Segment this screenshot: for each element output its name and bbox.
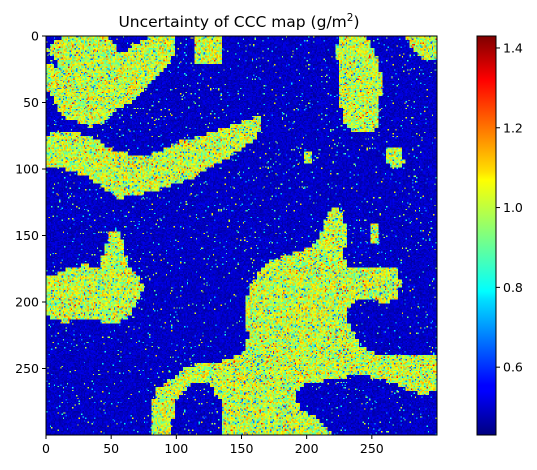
colorbar-tick-label: 1.2 [503, 120, 523, 135]
colorbar-gradient [477, 36, 496, 435]
x-tick-label: 250 [360, 441, 384, 456]
chart-title: Uncertainty of CCC map (g/m2) [118, 12, 359, 31]
y-tick-label: 150 [15, 228, 39, 243]
colorbar-frame [476, 35, 497, 436]
colorbar-tick-label: 0.8 [503, 280, 523, 295]
heatmap-image [46, 36, 437, 435]
y-tick-label: 100 [15, 162, 39, 177]
x-tick-label: 200 [295, 441, 319, 456]
colorbar: 0.6 0.8 1.0 1.2 1.4 [476, 35, 523, 436]
y-tick-label: 200 [15, 295, 39, 310]
x-tick-label: 100 [164, 441, 188, 456]
y-tick-label: 50 [23, 95, 39, 110]
heatmap-plot-area [45, 35, 438, 436]
y-tick-label: 250 [15, 361, 39, 376]
colorbar-tick-label: 1.4 [503, 40, 523, 55]
y-tick-label: 0 [31, 29, 39, 44]
colorbar-tick-label: 0.6 [503, 360, 523, 375]
x-axis: 0 50 100 150 200 250 [42, 435, 384, 456]
x-tick-label: 50 [103, 441, 119, 456]
y-axis: 0 50 100 150 200 250 [15, 29, 46, 376]
x-tick-label: 150 [230, 441, 254, 456]
x-tick-label: 0 [42, 441, 50, 456]
colorbar-tick-label: 1.0 [503, 200, 523, 215]
colorbar-ticks: 0.6 0.8 1.0 1.2 1.4 [496, 40, 523, 375]
